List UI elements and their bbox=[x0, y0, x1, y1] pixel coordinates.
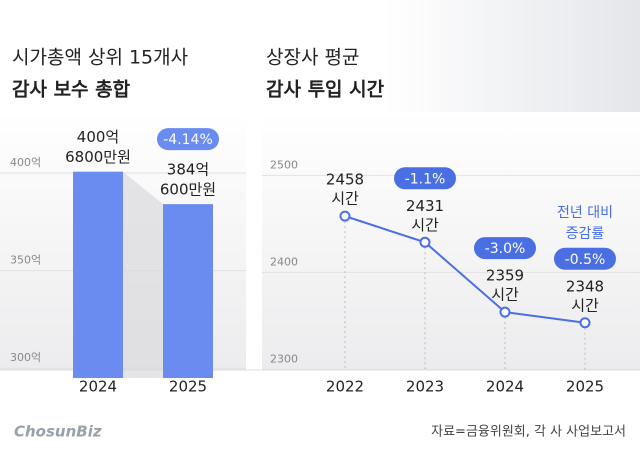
header-background bbox=[0, 0, 640, 120]
change-pill-bg bbox=[554, 247, 616, 270]
bar-shadow bbox=[123, 171, 163, 378]
point bbox=[499, 306, 511, 318]
chart-title: 감사 투입 시간 bbox=[266, 79, 385, 101]
change-pill-bg bbox=[474, 237, 536, 260]
value-label: 시간 bbox=[411, 216, 439, 234]
right-panel bbox=[262, 112, 640, 370]
line bbox=[344, 215, 586, 324]
chart-title: 감사 보수 총합 bbox=[12, 79, 131, 101]
value-label: 2348 bbox=[566, 277, 604, 295]
value-label: 2458 bbox=[326, 171, 364, 189]
annotation-title: 증감률 bbox=[566, 226, 605, 242]
x-tick-label: 2023 bbox=[406, 378, 444, 396]
y-tick-label: 400억 bbox=[10, 156, 41, 169]
change-pill-bg bbox=[157, 128, 219, 151]
chart-subtitle: 시가총액 상위 15개사 bbox=[12, 47, 188, 69]
x-tick-label: 2025 bbox=[566, 378, 604, 396]
value-label: 2359 bbox=[486, 267, 524, 285]
point bbox=[339, 210, 351, 222]
value-label: 600만원 bbox=[160, 181, 216, 199]
source: 자료=금융위원회, 각 사 사업보고서 bbox=[431, 425, 626, 440]
x-tick-label: 2024 bbox=[486, 378, 524, 396]
value-label: 시간 bbox=[491, 286, 519, 304]
change-label: -0.5% bbox=[565, 252, 606, 268]
value-label: 6800만원 bbox=[65, 148, 131, 166]
chart-subtitle: 상장사 평균 bbox=[266, 47, 359, 69]
bar bbox=[73, 171, 123, 378]
value-label: 2431 bbox=[406, 197, 444, 215]
x-tick-label: 2022 bbox=[326, 378, 364, 396]
change-pill-bg bbox=[394, 167, 456, 190]
annotation-title: 전년 대비 bbox=[557, 205, 613, 221]
value-label: 400억 bbox=[77, 128, 119, 146]
x-tick-label: 2024 bbox=[79, 378, 117, 396]
change-label: -1.1% bbox=[405, 171, 446, 187]
y-tick-label: 2400 bbox=[270, 255, 298, 268]
y-tick-label: 2300 bbox=[270, 352, 298, 365]
value-label: 시간 bbox=[571, 296, 599, 314]
value-label: 시간 bbox=[331, 190, 359, 208]
point bbox=[419, 236, 431, 248]
bar bbox=[163, 204, 213, 378]
point bbox=[579, 317, 591, 329]
logo: ChosunBiz bbox=[14, 423, 102, 441]
change-label: -3.0% bbox=[485, 241, 526, 257]
value-label: 384억 bbox=[167, 161, 209, 179]
y-tick-label: 300억 bbox=[10, 351, 41, 364]
y-tick-label: 2500 bbox=[270, 158, 298, 171]
change-label: -4.14% bbox=[163, 132, 213, 148]
y-tick-label: 350억 bbox=[10, 254, 41, 267]
x-tick-label: 2025 bbox=[169, 378, 207, 396]
